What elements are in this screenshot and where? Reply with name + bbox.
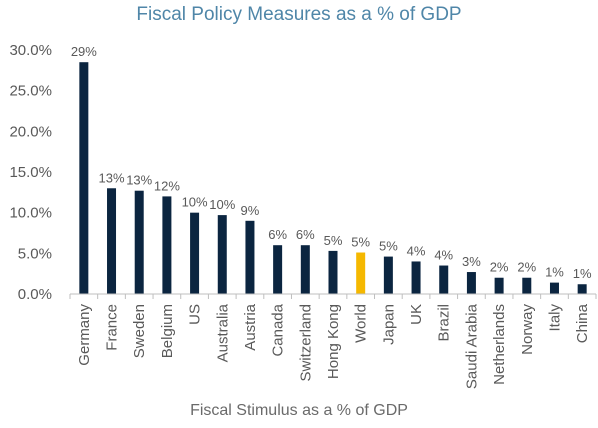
- bar-australia: [217, 215, 227, 294]
- data-label: 5%: [324, 233, 343, 248]
- y-axis: 0.0% 5.0% 10.0% 15.0% 20.0% 25.0% 30.0%: [9, 42, 52, 303]
- category-label: Norway: [519, 304, 536, 355]
- y-tick-label: 20.0%: [9, 123, 52, 140]
- y-tick-label: 15.0%: [9, 164, 52, 181]
- chart-title: Fiscal Policy Measures as a % of GDP: [136, 4, 462, 25]
- bar-hong-kong: [328, 250, 338, 294]
- category-label: Italy: [546, 304, 563, 332]
- category-label: World: [353, 304, 370, 343]
- bar-uk: [411, 261, 421, 294]
- x-axis: Germany France Sweden Belgium US Australia Aus…: [69, 293, 597, 389]
- bar-us: [190, 212, 200, 294]
- data-label: 1%: [545, 265, 564, 280]
- data-label: 3%: [462, 254, 481, 269]
- y-tick-label: 10.0%: [9, 205, 52, 222]
- bar-france: [107, 188, 117, 294]
- data-label: 13%: [126, 173, 152, 188]
- x-axis-title: Fiscal Stimulus as a % of GDP: [190, 402, 408, 419]
- data-label: 2%: [517, 260, 536, 275]
- y-tick-label: 30.0%: [9, 42, 52, 59]
- data-label: 10%: [182, 195, 208, 210]
- data-label: 5%: [351, 235, 370, 250]
- bar-canada: [273, 245, 283, 294]
- data-label: 1%: [573, 266, 592, 281]
- data-label: 4%: [407, 243, 426, 258]
- data-label: 9%: [241, 203, 260, 218]
- category-label: Sweden: [131, 304, 148, 358]
- bar-netherlands: [494, 277, 504, 294]
- category-label: Hong Kong: [325, 304, 342, 379]
- y-tick-label: 25.0%: [9, 83, 52, 100]
- category-label: US: [187, 304, 204, 325]
- data-label: 13%: [99, 170, 125, 185]
- category-label: Austria: [242, 303, 259, 350]
- bar-germany: [79, 62, 89, 295]
- y-tick-label: 5.0%: [18, 245, 52, 262]
- bar-sweden: [134, 190, 144, 294]
- data-label: 29%: [71, 44, 97, 59]
- bar-world: [356, 252, 366, 294]
- data-label: 6%: [296, 227, 315, 242]
- bar-austria: [245, 220, 255, 294]
- category-label: Netherlands: [491, 304, 508, 385]
- category-label: Switzerland: [297, 304, 314, 382]
- bar-belgium: [162, 196, 172, 294]
- bars: 29%13% 13% 12%10% 10% 9%6% 6% 5% 5% 5% 4% 4% 3% 2% 2%…: [71, 44, 592, 295]
- bar-switzerland: [300, 245, 310, 294]
- bar-brazil: [439, 265, 449, 294]
- category-label: Australia: [214, 303, 231, 362]
- category-label: Belgium: [159, 304, 176, 358]
- bar-norway: [522, 277, 532, 294]
- category-label: Japan: [380, 304, 397, 345]
- category-label: Saudi Arabia: [463, 303, 480, 389]
- category-label: Germany: [76, 304, 93, 366]
- data-label: 6%: [268, 227, 287, 242]
- category-label: Brazil: [436, 304, 453, 342]
- category-label: Canada: [270, 303, 287, 356]
- data-label: 10%: [209, 197, 235, 212]
- category-label: France: [104, 304, 121, 351]
- bar-saudi-arabia: [466, 272, 476, 294]
- y-tick-label: 0.0%: [18, 286, 52, 303]
- category-label: UK: [408, 304, 425, 325]
- bar-japan: [383, 256, 393, 294]
- data-label: 5%: [379, 239, 398, 254]
- category-label: China: [574, 303, 591, 343]
- bar-china: [577, 284, 587, 294]
- data-label: 2%: [490, 260, 509, 275]
- data-label: 4%: [434, 248, 453, 263]
- data-label: 12%: [154, 178, 180, 193]
- bar-italy: [549, 282, 559, 294]
